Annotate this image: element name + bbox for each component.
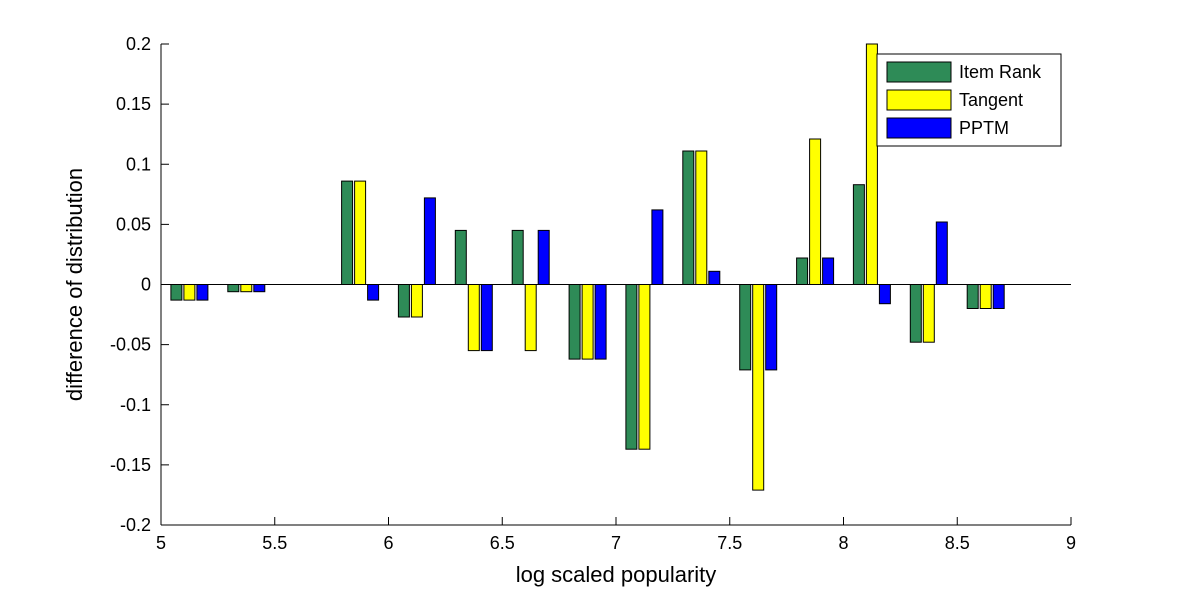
bar-item-rank-10	[739, 284, 752, 371]
x-tick-label: 8.5	[945, 533, 970, 553]
x-axis-title: log scaled popularity	[516, 562, 717, 587]
x-tick-label: 6.5	[490, 533, 515, 553]
bar-item-rank-0	[170, 284, 183, 301]
bar-pptm-7	[594, 284, 607, 360]
legend-label-pptm: PPTM	[959, 118, 1009, 138]
y-tick-label: 0	[141, 275, 151, 295]
bar-tangent-6	[524, 284, 537, 352]
y-tick-label: -0.2	[120, 515, 151, 535]
y-axis-title: difference of distribution	[62, 168, 87, 401]
bar-item-rank-13	[909, 284, 922, 343]
bar-pptm-3	[367, 284, 380, 301]
legend: Item Rank Tangent PPTM	[876, 53, 1062, 147]
bar-item-rank-7	[568, 284, 581, 360]
bars-group	[170, 43, 1005, 491]
bar-tangent-12	[865, 43, 878, 285]
x-tick-label: 7	[611, 533, 621, 553]
bar-item-rank-3	[341, 180, 354, 286]
bar-item-rank-9	[682, 150, 695, 285]
bar-item-rank-5	[454, 229, 467, 285]
bar-tangent-10	[752, 284, 765, 491]
bar-pptm-8	[651, 209, 664, 285]
bar-item-rank-6	[511, 229, 524, 285]
legend-label-item-rank: Item Rank	[959, 62, 1042, 82]
bar-pptm-14	[992, 284, 1005, 309]
bar-tangent-1	[240, 284, 253, 293]
y-ticks-group: -0.2 -0.15 -0.1 -0.05 0 0.05 0.1 0.15 0.2	[110, 34, 169, 535]
bar-pptm-11	[822, 257, 835, 285]
bar-tangent-13	[922, 284, 935, 343]
bar-pptm-6	[537, 229, 550, 285]
bar-item-rank-11	[796, 257, 809, 285]
y-tick-label: -0.1	[120, 395, 151, 415]
y-tick-label: 0.15	[116, 94, 151, 114]
legend-swatch-pptm	[886, 117, 952, 139]
bar-pptm-0	[196, 284, 209, 301]
bar-pptm-4	[423, 197, 436, 285]
y-tick-label: 0.2	[126, 34, 151, 54]
legend-swatch-item-rank	[886, 61, 952, 83]
bar-tangent-8	[638, 284, 651, 450]
y-tick-label: 0.05	[116, 214, 151, 234]
bar-tangent-14	[979, 284, 992, 309]
x-tick-label: 8	[838, 533, 848, 553]
bar-tangent-5	[467, 284, 480, 352]
x-tick-label: 5.5	[262, 533, 287, 553]
y-tick-label: 0.1	[126, 154, 151, 174]
x-ticks-group: 5 5.5 6 6.5 7 7.5 8 8.5 9	[156, 517, 1076, 553]
bar-pptm-10	[765, 284, 778, 371]
bar-item-rank-4	[397, 284, 410, 318]
bar-pptm-12	[878, 284, 891, 305]
bar-tangent-3	[354, 180, 367, 286]
bar-pptm-5	[480, 284, 493, 352]
plot-area: 5 5.5 6 6.5 7 7.5 8 8.5 9 -0.2 -0.15 -0.1 -0.05 0 0.0…	[110, 34, 1076, 553]
y-tick-label: -0.05	[110, 335, 151, 355]
bar-tangent-0	[183, 284, 196, 301]
bar-pptm-13	[935, 221, 948, 285]
bar-item-rank-14	[966, 284, 979, 309]
bar-pptm-9	[708, 270, 721, 285]
x-tick-label: 7.5	[717, 533, 742, 553]
bar-tangent-11	[809, 138, 822, 285]
bar-item-rank-12	[852, 184, 865, 285]
bar-tangent-4	[410, 284, 423, 318]
y-tick-label: -0.15	[110, 455, 151, 475]
legend-swatch-tangent	[886, 89, 952, 111]
bar-tangent-7	[581, 284, 594, 360]
bar-tangent-9	[695, 150, 708, 285]
bar-pptm-1	[253, 284, 266, 293]
bar-item-rank-8	[625, 284, 638, 450]
x-tick-label: 6	[383, 533, 393, 553]
bar-item-rank-1	[227, 284, 240, 293]
x-tick-label: 5	[156, 533, 166, 553]
x-tick-label: 9	[1066, 533, 1076, 553]
legend-label-tangent: Tangent	[959, 90, 1023, 110]
